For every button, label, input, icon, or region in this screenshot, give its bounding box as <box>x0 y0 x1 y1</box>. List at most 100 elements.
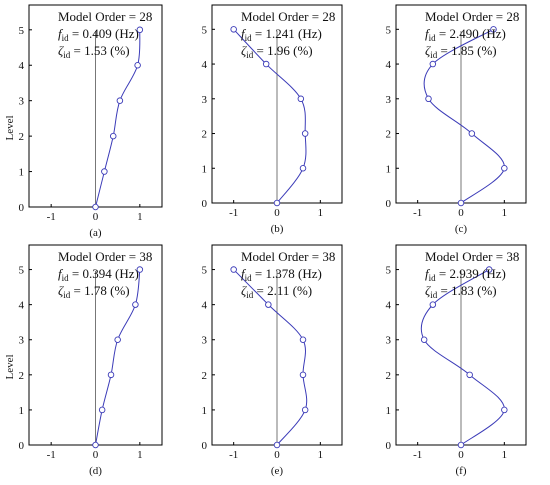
frequency-label: fid = 1.241 (Hz) <box>241 26 322 43</box>
model-order-label: Model Order = 28 <box>425 9 519 24</box>
mode-shape-point <box>301 406 309 414</box>
mode-shape-point <box>98 406 106 414</box>
y-tick-label: 0 <box>386 440 392 452</box>
x-tick-label: -1 <box>47 449 56 461</box>
damping-label: ζid = 1.78 (%) <box>58 283 130 300</box>
damping-label: ζid = 1.96 (%) <box>241 43 313 60</box>
x-tick-label: 0 <box>274 207 280 219</box>
mode-shape-point <box>299 371 307 379</box>
mode-shape-point <box>425 95 432 103</box>
y-tick-label: 4 <box>386 300 392 312</box>
mode-shape-point <box>273 441 281 449</box>
x-tick-label: 1 <box>137 211 143 223</box>
y-tick-label: 0 <box>202 198 208 210</box>
y-tick-label: 5 <box>202 265 208 277</box>
y-tick-label: 5 <box>202 24 208 36</box>
frequency-label: fid = 0.409 (Hz) <box>58 26 139 43</box>
mode-shape-line <box>233 269 308 446</box>
y-tick-label: 3 <box>19 335 25 347</box>
mode-shape-point <box>501 406 508 414</box>
damping-label: ζid = 2.11 (%) <box>241 283 312 300</box>
frequency-label: fid = 0.394 (Hz) <box>58 266 139 283</box>
mode-shape-point <box>420 336 428 343</box>
frequency-label: fid = 2.490 (Hz) <box>425 26 506 43</box>
y-tick-label: 5 <box>19 25 25 37</box>
mode-shape-point <box>101 168 108 175</box>
damping-label: ζid = 1.85 (%) <box>425 43 497 60</box>
y-tick-label: 5 <box>19 265 25 277</box>
y-tick-label: 2 <box>19 370 25 382</box>
x-tick-label: -1 <box>413 207 422 219</box>
panel-label: (c) <box>455 223 468 235</box>
panel-a: -1 0 1 0 1 2 3 4 5 Level Model Order = 28 fid = 0.4… <box>4 4 163 239</box>
mode-shape-point <box>134 61 141 69</box>
mode-shape-point <box>429 60 437 68</box>
y-tick-label: 0 <box>19 440 25 452</box>
y-tick-label: 2 <box>386 370 392 382</box>
frequency-label: fid = 2.939 (Hz) <box>425 266 506 283</box>
model-order-label: Model Order = 38 <box>58 249 152 264</box>
mode-shape-point <box>301 130 309 137</box>
y-tick-label: 3 <box>19 96 25 108</box>
y-tick-label: 2 <box>202 129 208 141</box>
panel-e: -1 0 1 0 1 2 3 4 5 Model Order = 38 fid = 1.378 (H… <box>202 244 343 477</box>
mode-shape-point <box>466 371 473 379</box>
model-order-label: Model Order = 38 <box>241 249 335 264</box>
mode-shape-point <box>114 336 121 343</box>
panel-label: (f) <box>456 465 467 477</box>
mode-shape-point <box>299 165 307 172</box>
y-tick-label: 4 <box>202 59 208 71</box>
x-tick-label: 1 <box>502 207 508 219</box>
mode-shape-point <box>116 97 124 104</box>
x-tick-label: 0 <box>458 449 464 461</box>
damping-label: ζid = 1.53 (%) <box>58 43 130 60</box>
x-tick-label: 0 <box>93 211 99 223</box>
y-tick-label: 2 <box>19 131 25 143</box>
model-order-label: Model Order = 28 <box>58 9 152 24</box>
y-tick-label: 5 <box>386 265 392 277</box>
x-tick-label: 0 <box>93 449 99 461</box>
model-order-label: Model Order = 38 <box>425 249 519 264</box>
panel-label: (e) <box>271 465 284 477</box>
y-tick-label: 4 <box>202 300 208 312</box>
x-tick-label: 1 <box>318 449 324 461</box>
x-tick-label: -1 <box>229 449 238 461</box>
x-tick-label: -1 <box>413 449 422 461</box>
mode-shape-point <box>468 130 476 137</box>
y-tick-label: 0 <box>19 202 25 214</box>
mode-shape-point <box>92 203 99 211</box>
y-tick-label: 1 <box>386 163 392 175</box>
panel-c: -1 0 1 0 1 2 3 4 5 Model Order = 28 fid = 2.490 (H… <box>386 4 527 235</box>
mode-shape-point <box>299 336 307 343</box>
x-tick-label: -1 <box>229 207 238 219</box>
x-tick-label: 0 <box>458 207 464 219</box>
panel-label: (a) <box>89 227 102 239</box>
mode-shape-point <box>457 199 465 207</box>
mode-shape-line <box>233 28 307 204</box>
panel-label: (b) <box>271 223 284 235</box>
y-axis-label: Level <box>4 354 16 379</box>
y-tick-label: 3 <box>202 335 208 347</box>
y-tick-label: 3 <box>386 335 392 347</box>
mode-shape-point <box>107 371 115 379</box>
y-tick-label: 3 <box>386 94 392 106</box>
y-tick-label: 1 <box>19 405 25 417</box>
panel-d: -1 0 1 0 1 2 3 4 5 Level Model Order = 38 fid = 0.3… <box>4 244 163 477</box>
x-tick-label: 1 <box>318 207 324 219</box>
panel-f: -1 0 1 0 1 2 3 4 5 Model Order = 38 fid = 2.939 (H… <box>386 244 527 477</box>
frequency-label: fid = 1.378 (Hz) <box>241 266 322 283</box>
model-order-label: Model Order = 28 <box>241 9 335 24</box>
mode-shape-point <box>501 165 508 172</box>
mode-shape-point <box>265 301 272 308</box>
mode-shape-point <box>136 26 144 34</box>
y-tick-label: 2 <box>386 129 392 141</box>
y-tick-label: 1 <box>202 405 208 417</box>
x-tick-label: 1 <box>137 449 143 461</box>
y-tick-label: 4 <box>19 300 25 312</box>
mode-shape-point <box>273 199 281 207</box>
mode-shape-point <box>109 132 117 140</box>
y-tick-label: 4 <box>19 60 25 72</box>
mode-shape-point <box>92 441 99 449</box>
mode-shape-point <box>485 266 493 273</box>
